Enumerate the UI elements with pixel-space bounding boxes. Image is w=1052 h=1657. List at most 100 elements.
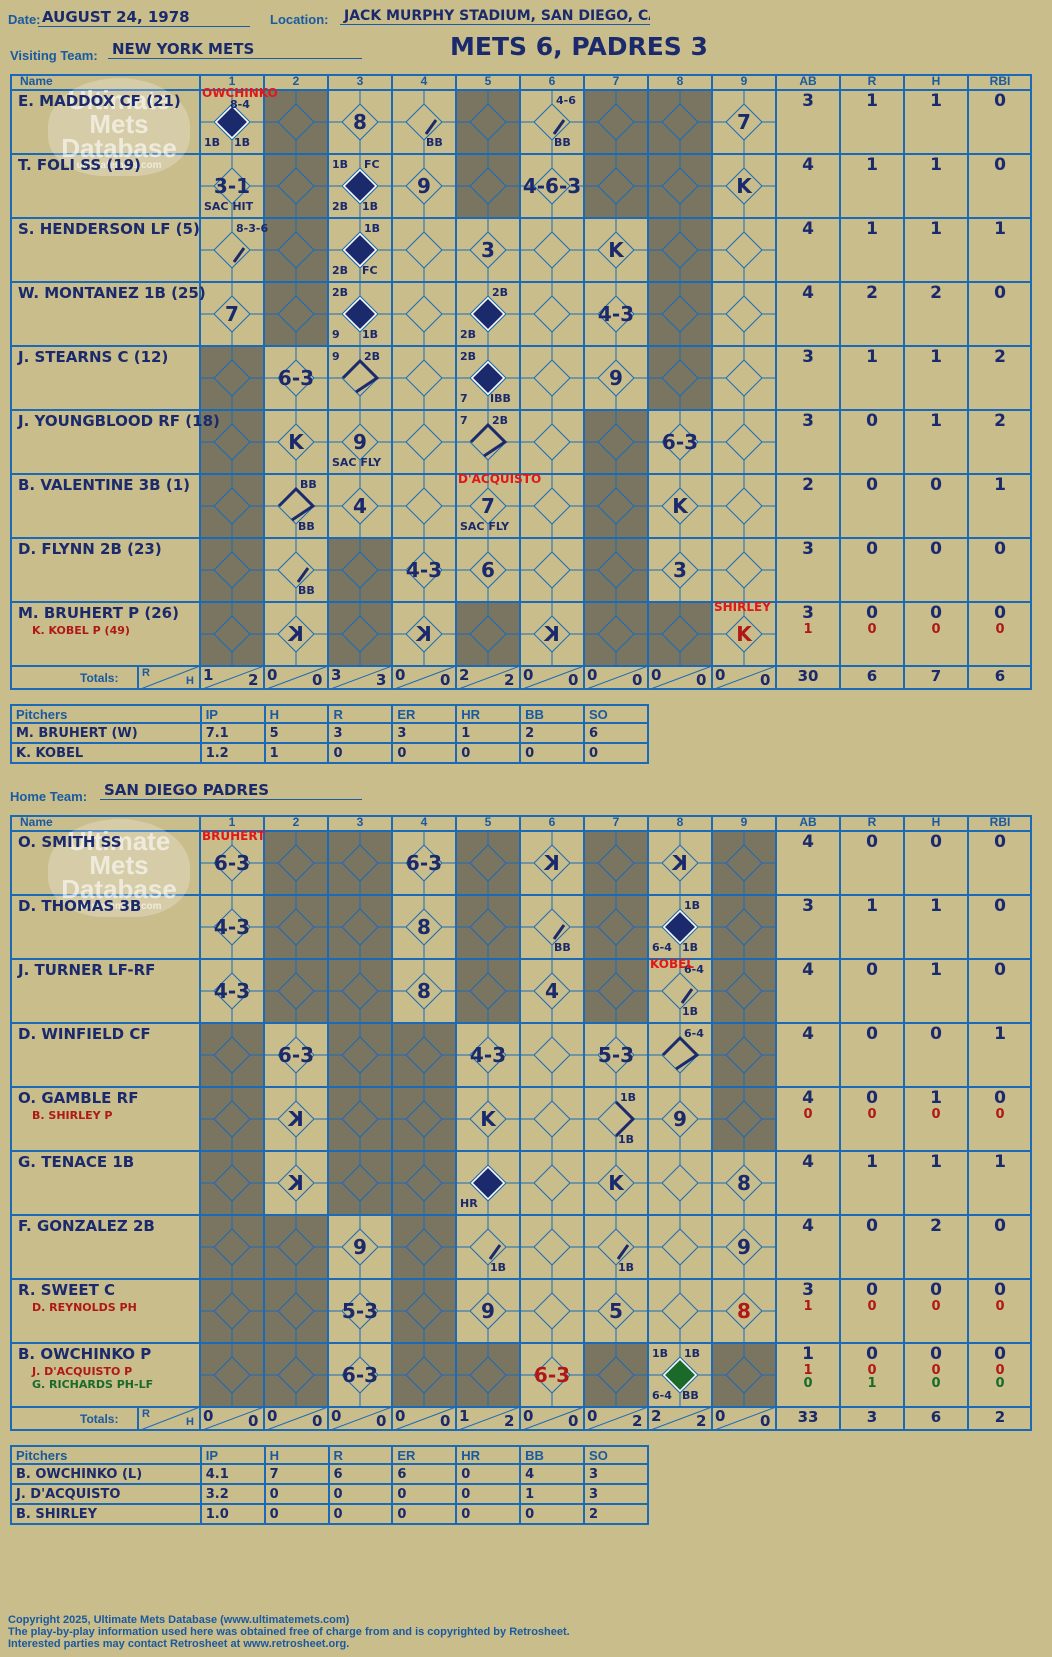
pitcher-stat: 0 (391, 1483, 458, 1505)
inning-runs: 2 (459, 666, 470, 684)
watermark-url: ultimatemets.com (76, 160, 162, 171)
pitcher-stat: 1 (263, 742, 330, 764)
basepath-mark (488, 1244, 502, 1260)
play-note: 1B (618, 1261, 635, 1274)
date-label: Date: (8, 12, 41, 27)
sub2-stat-ab: 0 (803, 1376, 813, 1391)
play-result: 9 (737, 1235, 751, 1259)
stat-ab: 4 (802, 1024, 814, 1044)
play-note: BB (298, 520, 315, 533)
inning-hits: 0 (696, 671, 707, 689)
play-result: 9 (481, 1299, 495, 1323)
pitcher-stat: 0 (327, 742, 394, 764)
stat-rbi: 0 (994, 960, 1006, 980)
play-result: 6-3 (277, 366, 315, 390)
play-result: 7 (481, 494, 495, 518)
column-header-inning: 5 (484, 815, 492, 829)
play-note: 1B (618, 1133, 635, 1146)
sub-stat-h: 0 (931, 1299, 941, 1314)
play-result: K (480, 1107, 496, 1131)
column-header-h: H (931, 74, 941, 88)
date-value: AUGUST 24, 1978 (38, 8, 250, 27)
inning-hits: 0 (568, 671, 579, 689)
play-note: 1B (682, 941, 699, 954)
pitchers-header-cell: SO (583, 704, 649, 724)
play-note: 2B (460, 328, 477, 341)
scorecard-grid (10, 74, 1032, 690)
play-note: 2B (332, 200, 349, 213)
stat-ab: 3 (802, 896, 814, 916)
scored-run-diamond (342, 168, 378, 204)
play-note: 2B (492, 414, 509, 427)
pitcher-stat: 0 (519, 1503, 586, 1525)
column-header-name: Name (20, 74, 53, 88)
basepath-mark (232, 247, 246, 263)
pitchers-header-cell: Pitchers (10, 1445, 202, 1465)
sub-stat-ab: 1 (803, 1363, 813, 1378)
stat-rbi: 0 (994, 832, 1006, 852)
stat-rbi: 1 (994, 1024, 1006, 1044)
play-result: K (288, 430, 304, 454)
play-result: 6-3 (213, 851, 251, 875)
inning-runs: 3 (331, 666, 342, 684)
stat-ab: 4 (802, 1216, 814, 1236)
stat-r: 0 (866, 411, 878, 431)
column-header-r: R (867, 815, 877, 829)
stat-h: 1 (930, 896, 942, 916)
scorecard-grid (10, 815, 1032, 1431)
footer-line: The play-by-play information used here w… (8, 1626, 570, 1638)
play-result: 8 (417, 915, 431, 939)
pitcher-stat: 0 (455, 1503, 522, 1525)
pitcher-stat: 1.2 (199, 742, 266, 764)
column-header-ab: AB (799, 815, 817, 829)
pitcher-stat: 7.1 (199, 722, 266, 744)
play-note: HR (460, 1197, 478, 1210)
play-result: 6-3 (277, 1043, 315, 1067)
sub-stat-ab: 1 (803, 1299, 813, 1314)
pitcher-stat: 1 (519, 1483, 586, 1505)
pitcher-stat: 3 (391, 722, 458, 744)
play-result: 9 (609, 366, 623, 390)
scored-run-diamond (342, 232, 378, 268)
pitcher-stat: 3.2 (199, 1483, 266, 1505)
play-result: K (736, 622, 752, 646)
play-result: 9 (673, 1107, 687, 1131)
totals-label: Totals: (80, 671, 119, 685)
pitchers-header-cell: IP (199, 1445, 266, 1465)
stat-ab: 3 (802, 91, 814, 111)
pitcher-stat: 0 (263, 1483, 330, 1505)
play-note: BB (298, 584, 315, 597)
stat-rbi: 0 (994, 539, 1006, 559)
play-note: 1B (204, 136, 221, 149)
pitchers-header-cell: Pitchers (10, 704, 202, 724)
inning-hits: 0 (568, 1412, 579, 1430)
substitute-name: B. SHIRLEY P (32, 1109, 113, 1122)
play-note: BB (426, 136, 443, 149)
sub-stat-r: 0 (867, 622, 877, 637)
play-note: 1B (684, 899, 701, 912)
player-name: T. FOLI SS (19) (18, 156, 141, 174)
total-h: 6 (930, 1408, 942, 1426)
pitcher-stat: 0 (455, 1463, 522, 1485)
inning-hits: 2 (632, 1412, 643, 1430)
pitcher-stat: 0 (263, 1503, 330, 1525)
stat-ab: 3 (802, 1280, 814, 1300)
stat-rbi: 0 (994, 1088, 1006, 1108)
scored-run-diamond (470, 296, 506, 332)
pitcher-stat: 6 (327, 1463, 394, 1485)
pitching-change-note: KOBEL (650, 957, 694, 971)
basepath-mark (552, 119, 566, 135)
basepath-mark (616, 1244, 630, 1260)
stat-rbi: 2 (994, 347, 1006, 367)
sub-stat-rbi: 0 (995, 1299, 1005, 1314)
play-result: 4 (353, 494, 367, 518)
stat-rbi: 0 (994, 896, 1006, 916)
column-header-inning: 3 (356, 74, 364, 88)
player-name: O. SMITH SS (18, 833, 122, 851)
player-name: F. GONZALEZ 2B (18, 1217, 155, 1235)
totals-label: Totals: (80, 1412, 119, 1426)
stat-r: 0 (866, 1344, 878, 1364)
pitcher-stat: 0 (327, 1503, 394, 1525)
stat-r: 1 (866, 1152, 878, 1172)
pitcher-stat: 3 (327, 722, 394, 744)
